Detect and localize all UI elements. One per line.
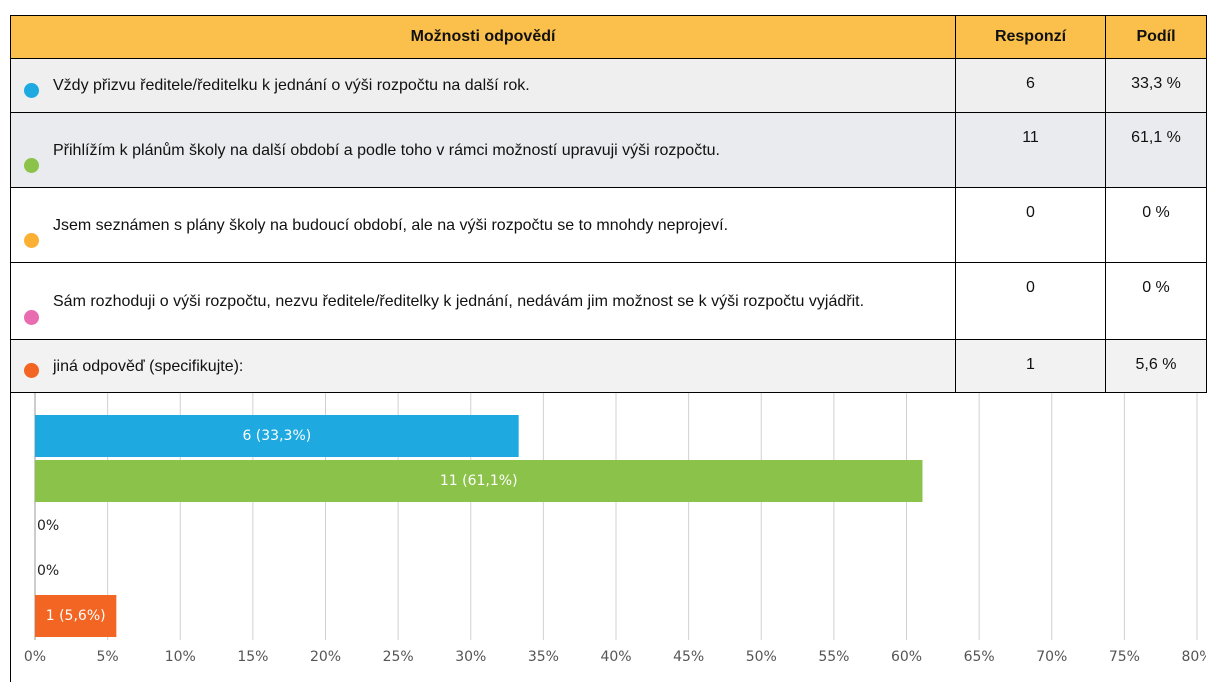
row: Jsem seznámen s plány školy na budoucí o… [10, 187, 1207, 263]
cell-text: 0 [1026, 204, 1035, 221]
cell-text: 0 % [1142, 204, 1170, 221]
cell-text: 0 [1026, 279, 1035, 296]
cell: jiná odpověď (specifikujte): [10, 339, 956, 393]
chart: 0% 5% 10% 15% 20% 25% 30% 35% 40% 45% 50% 55% 60% 65%… [10, 388, 1206, 682]
x-tick-label: 35% [528, 649, 559, 665]
header-cell: Responzí [955, 15, 1106, 59]
x-tick-label: 20% [310, 649, 341, 665]
x-tick-label: 5% [97, 649, 119, 665]
legend-dot [24, 158, 39, 173]
row: Vždy přizvu ředitele/ředitelku k jednání… [10, 58, 1207, 113]
cell-text: 0 % [1142, 279, 1170, 296]
header-cell: Možnosti odpovědí [10, 15, 956, 59]
x-tick-label: 30% [455, 649, 486, 665]
cell: 6 [955, 58, 1106, 113]
x-tick-label: 55% [818, 649, 849, 665]
cell-text: 11 [1022, 129, 1039, 146]
cell: Sám rozhoduji o výši rozpočtu, nezvu řed… [10, 262, 956, 340]
cell: 33,3 % [1105, 58, 1207, 113]
cell: 61,1 % [1105, 112, 1207, 188]
cell-text: 5,6 % [1135, 356, 1177, 373]
row: jiná odpověď (specifikujte): 1 5,6 % [10, 339, 1207, 393]
x-tick-label: 40% [600, 649, 631, 665]
cell: 1 [955, 339, 1106, 393]
cell-text: Vždy přizvu ředitele/ředitelku k jednání… [53, 77, 530, 94]
cell: 5,6 % [1105, 339, 1207, 393]
cell-text: Jsem seznámen s plány školy na budoucí o… [53, 216, 729, 234]
bar [35, 460, 923, 502]
cell-text: 33,3 % [1131, 75, 1181, 92]
header-row: Možnosti odpovědí Responzí Podíl [10, 15, 1207, 59]
cell: 0 % [1105, 262, 1207, 340]
x-tick-label: 65% [964, 649, 995, 665]
cell: 11 [955, 112, 1106, 188]
legend-dot [24, 233, 39, 248]
x-tick-label: 70% [1036, 649, 1067, 665]
x-tick-label: 10% [165, 649, 196, 665]
cell-text: 6 [1026, 75, 1035, 92]
cell: Vždy přizvu ředitele/ředitelku k jednání… [10, 58, 956, 113]
cell: 0 [955, 262, 1106, 340]
x-tick-label: 80% [1181, 649, 1206, 665]
value-label: 11 (61,1%) [440, 473, 518, 489]
legend-dot [24, 363, 39, 378]
x-tick-label: 45% [673, 649, 704, 665]
cell: 0 % [1105, 187, 1207, 263]
x-tick-label: 60% [891, 649, 922, 665]
cell: Jsem seznámen s plány školy na budoucí o… [10, 187, 956, 263]
legend-dot [24, 310, 39, 325]
legend-dot [24, 83, 39, 98]
row: Přihlížím k plánům školy na další období… [10, 112, 1207, 188]
cell-text: 61,1 % [1131, 129, 1181, 146]
results-table: Možnosti odpovědí Responzí Podíl Vždy př… [10, 15, 1207, 393]
cell-text: jiná odpověď (specifikujte): [53, 357, 244, 375]
cell-text: 1 [1026, 356, 1035, 373]
value-label: 0% [37, 563, 59, 579]
bar [35, 595, 117, 637]
value-label: 0% [37, 518, 59, 534]
x-tick-label: 50% [746, 649, 777, 665]
cell-text: Sám rozhoduji o výši rozpočtu, nezvu řed… [53, 292, 865, 310]
value-label: 1 (5,6%) [46, 608, 106, 624]
x-tick-label: 15% [237, 649, 268, 665]
bar [35, 415, 519, 457]
cell: 0 [955, 187, 1106, 263]
x-tick-label: 75% [1109, 649, 1140, 665]
x-tick-label: 0% [24, 649, 46, 665]
x-tick-label: 25% [383, 649, 414, 665]
header-cell: Podíl [1105, 15, 1207, 59]
row: Sám rozhoduji o výši rozpočtu, nezvu řed… [10, 262, 1207, 340]
cell-text: Přihlížím k plánům školy na další období… [53, 141, 720, 159]
cell: Přihlížím k plánům školy na další období… [10, 112, 956, 188]
value-label: 6 (33,3%) [242, 428, 311, 444]
